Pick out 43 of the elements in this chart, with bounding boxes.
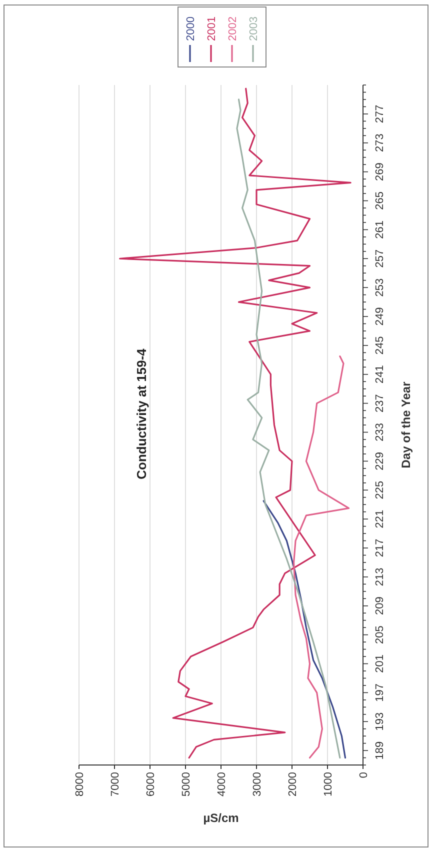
y-tick-label: 189 [374,741,386,760]
x-tick-label: 4000 [216,772,228,796]
y-tick-label: 217 [374,538,386,558]
x-axis-title: µS/cm [203,811,239,825]
y-tick-label: 229 [374,452,386,470]
y-tick-label: 221 [374,510,386,528]
x-tick-label: 2000 [286,772,299,796]
y-tick-label: 253 [374,278,386,297]
y-tick-label: 201 [374,654,386,673]
line-series [236,98,341,759]
x-tick-label: 8000 [74,772,86,796]
text: 2002 [226,16,239,41]
y-tick-label: 249 [374,307,386,326]
y-tick-label: 205 [374,626,386,644]
text: 2003 [248,16,260,41]
y-tick-label: 277 [374,104,386,124]
y-tick-label: 193 [374,712,386,731]
y-tick-label: 213 [374,568,386,586]
y-axis-title: Day of the Year [399,381,413,468]
line-series [262,500,346,759]
y-tick-label: 241 [374,365,386,384]
y-tick-label: 273 [374,134,386,152]
y-tick-label: 269 [374,162,386,181]
text: 2001 [206,16,218,41]
y-tick-label: 237 [374,394,386,412]
x-tick-label: 7000 [109,772,122,796]
x-tick-label: 0 [358,772,370,778]
x-tick-label: 5000 [180,772,192,796]
x-tick-label: 1000 [322,772,334,796]
x-tick-label: 6000 [144,772,157,796]
y-tick-label: 225 [374,480,386,500]
y-tick-label: 209 [374,596,386,616]
text: 2000 [184,16,197,41]
y-tick-label: 233 [374,423,386,442]
y-tick-label: 261 [374,220,386,239]
y-tick-label: 257 [374,249,386,268]
text: Conductivity at 159-4 [134,348,149,480]
x-tick-label: 3000 [251,772,264,796]
y-tick-label: 265 [374,192,386,210]
y-tick-label: 245 [374,336,386,355]
line-series [119,88,352,759]
y-tick-label: 197 [374,683,386,702]
line-series [292,355,350,759]
